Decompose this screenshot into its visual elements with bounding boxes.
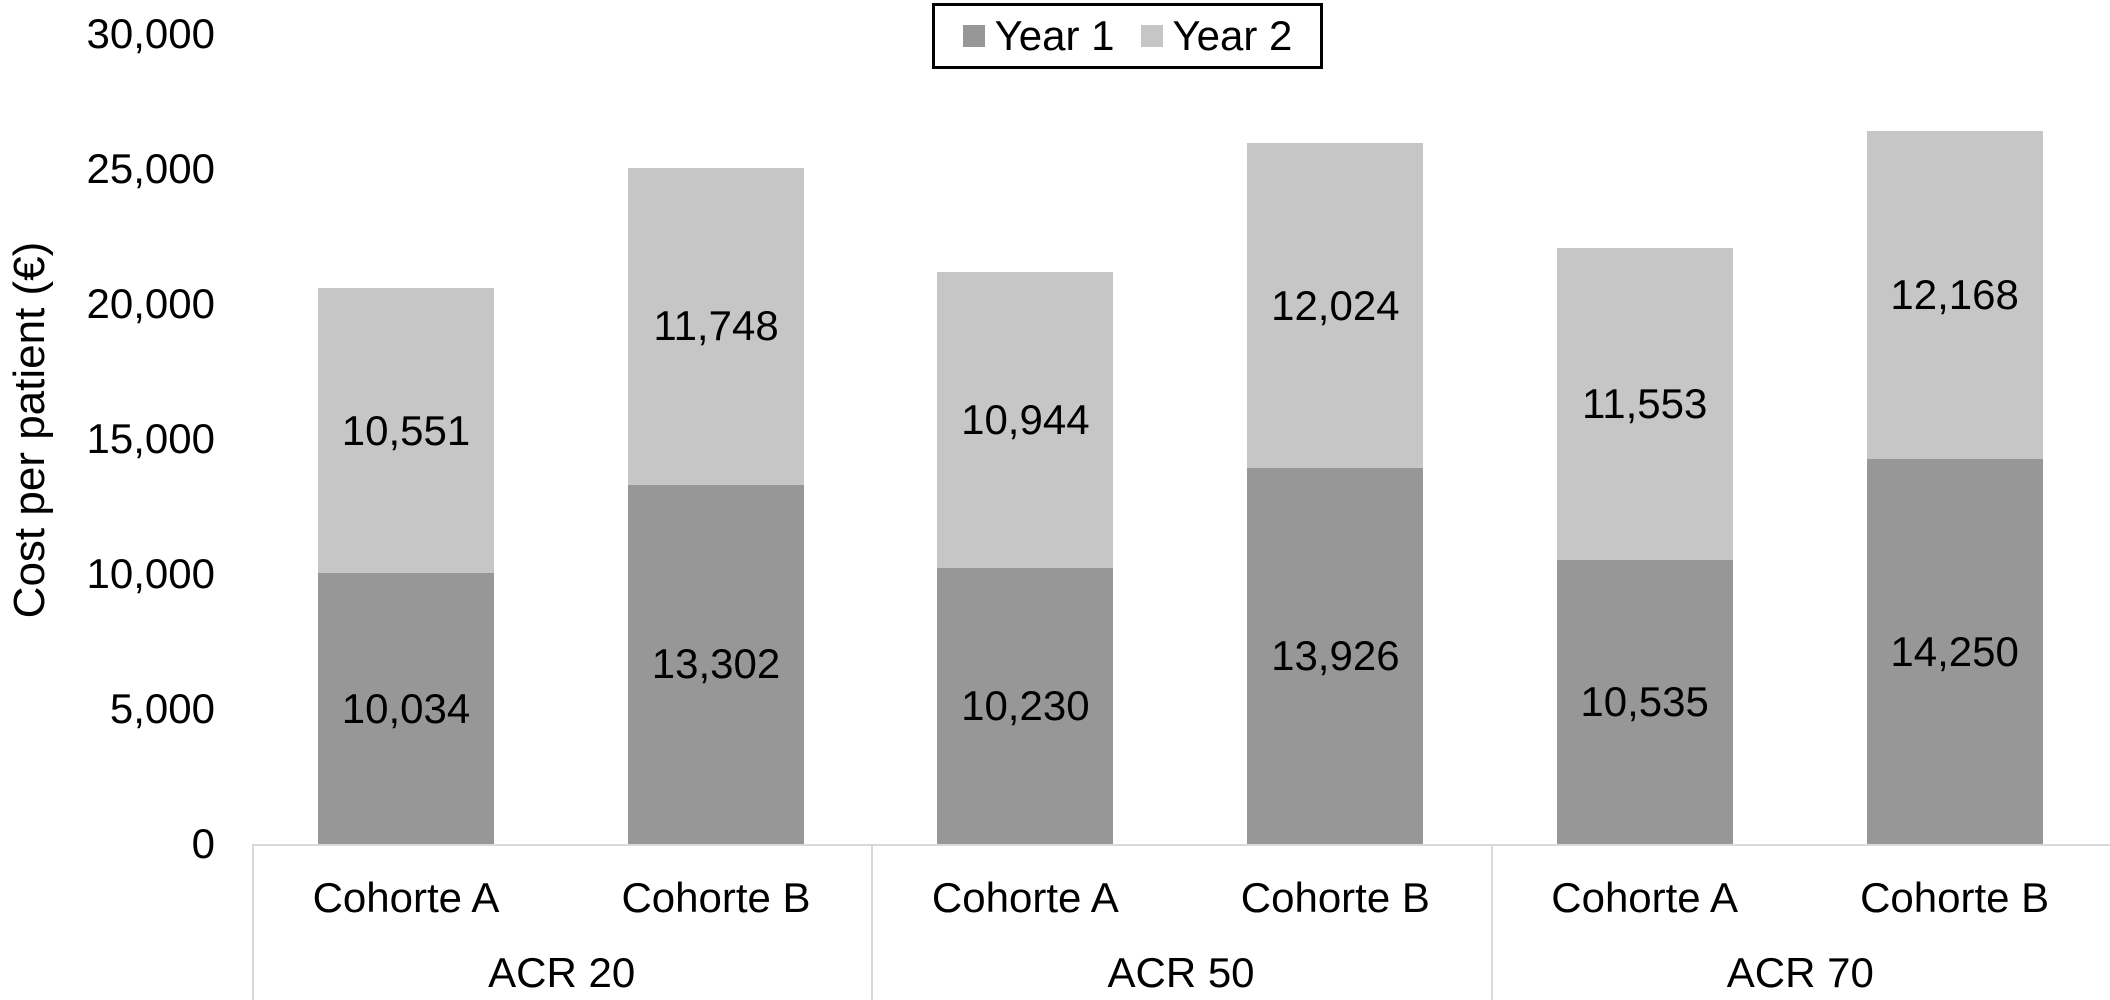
bar-segment-year1 [318,573,494,844]
bar-segment-year2 [628,167,804,485]
bar-segment-year1 [1556,559,1733,844]
bar-segment-year2 [318,288,494,574]
bar-value-label: 10,944 [961,396,1090,444]
bar-value-label: 10,230 [961,681,1090,729]
bar-value-label: 11,553 [1581,379,1708,427]
x-group-label: ACR 20 [488,949,636,996]
bar-value-label: 11,748 [653,302,779,350]
bar-value-label: 12,024 [1271,281,1400,329]
bar-value-label: 10,551 [341,406,471,454]
group-divider-line [252,844,254,1000]
bar-segment-year2 [1556,247,1733,560]
x-category-label: Cohorte B [1240,874,1430,921]
bar-value-label: 12,168 [1890,270,2019,318]
legend-label-year1: Year 1 [994,12,1115,59]
bar-segment-year2 [937,272,1114,568]
x-category-label: Cohorte B [621,874,811,921]
legend-item-year2: Year 2 [1140,12,1293,60]
bar-segment-year1 [937,567,1114,844]
bar-segment-year1 [1247,467,1424,844]
legend-swatch-year2-icon [1140,25,1163,47]
y-tick-label: 20,000 [86,280,215,327]
bar-value-label: 13,302 [651,640,781,688]
y-tick-label: 15,000 [86,415,215,462]
bar-segment-year1 [1866,459,2043,844]
x-category-label: Cohorte B [1860,874,2050,921]
x-axis-line [252,844,2110,846]
bar-value-label: 10,034 [341,684,471,732]
x-group-label: ACR 50 [1107,949,1255,996]
bar-segment-year2 [1247,143,1424,468]
y-tick-label: 25,000 [86,145,215,192]
y-tick-label: 5,000 [109,685,215,732]
bar-segment-year1 [628,484,804,844]
bar-value-label: 10,535 [1580,677,1709,725]
bar-value-label: 14,250 [1890,627,2019,675]
legend-label-year2: Year 2 [1172,12,1293,59]
legend-item-year1: Year 1 [962,12,1115,60]
x-group-label: ACR 70 [1726,949,1874,996]
x-category-label: Cohorte A [312,874,500,921]
x-category-label: Cohorte A [931,874,1119,921]
group-divider-line [1490,844,1493,1000]
y-tick-label: 0 [191,820,215,867]
legend: Year 1 Year 2 [932,3,1323,69]
y-tick-label: 30,000 [86,10,215,57]
group-divider-line [871,844,874,1000]
x-category-label: Cohorte A [1551,874,1739,921]
legend-swatch-year1-icon [962,25,985,47]
bar-value-label: 13,926 [1271,631,1400,679]
bar-segment-year2 [1866,130,2043,460]
y-tick-label: 10,000 [86,550,215,597]
